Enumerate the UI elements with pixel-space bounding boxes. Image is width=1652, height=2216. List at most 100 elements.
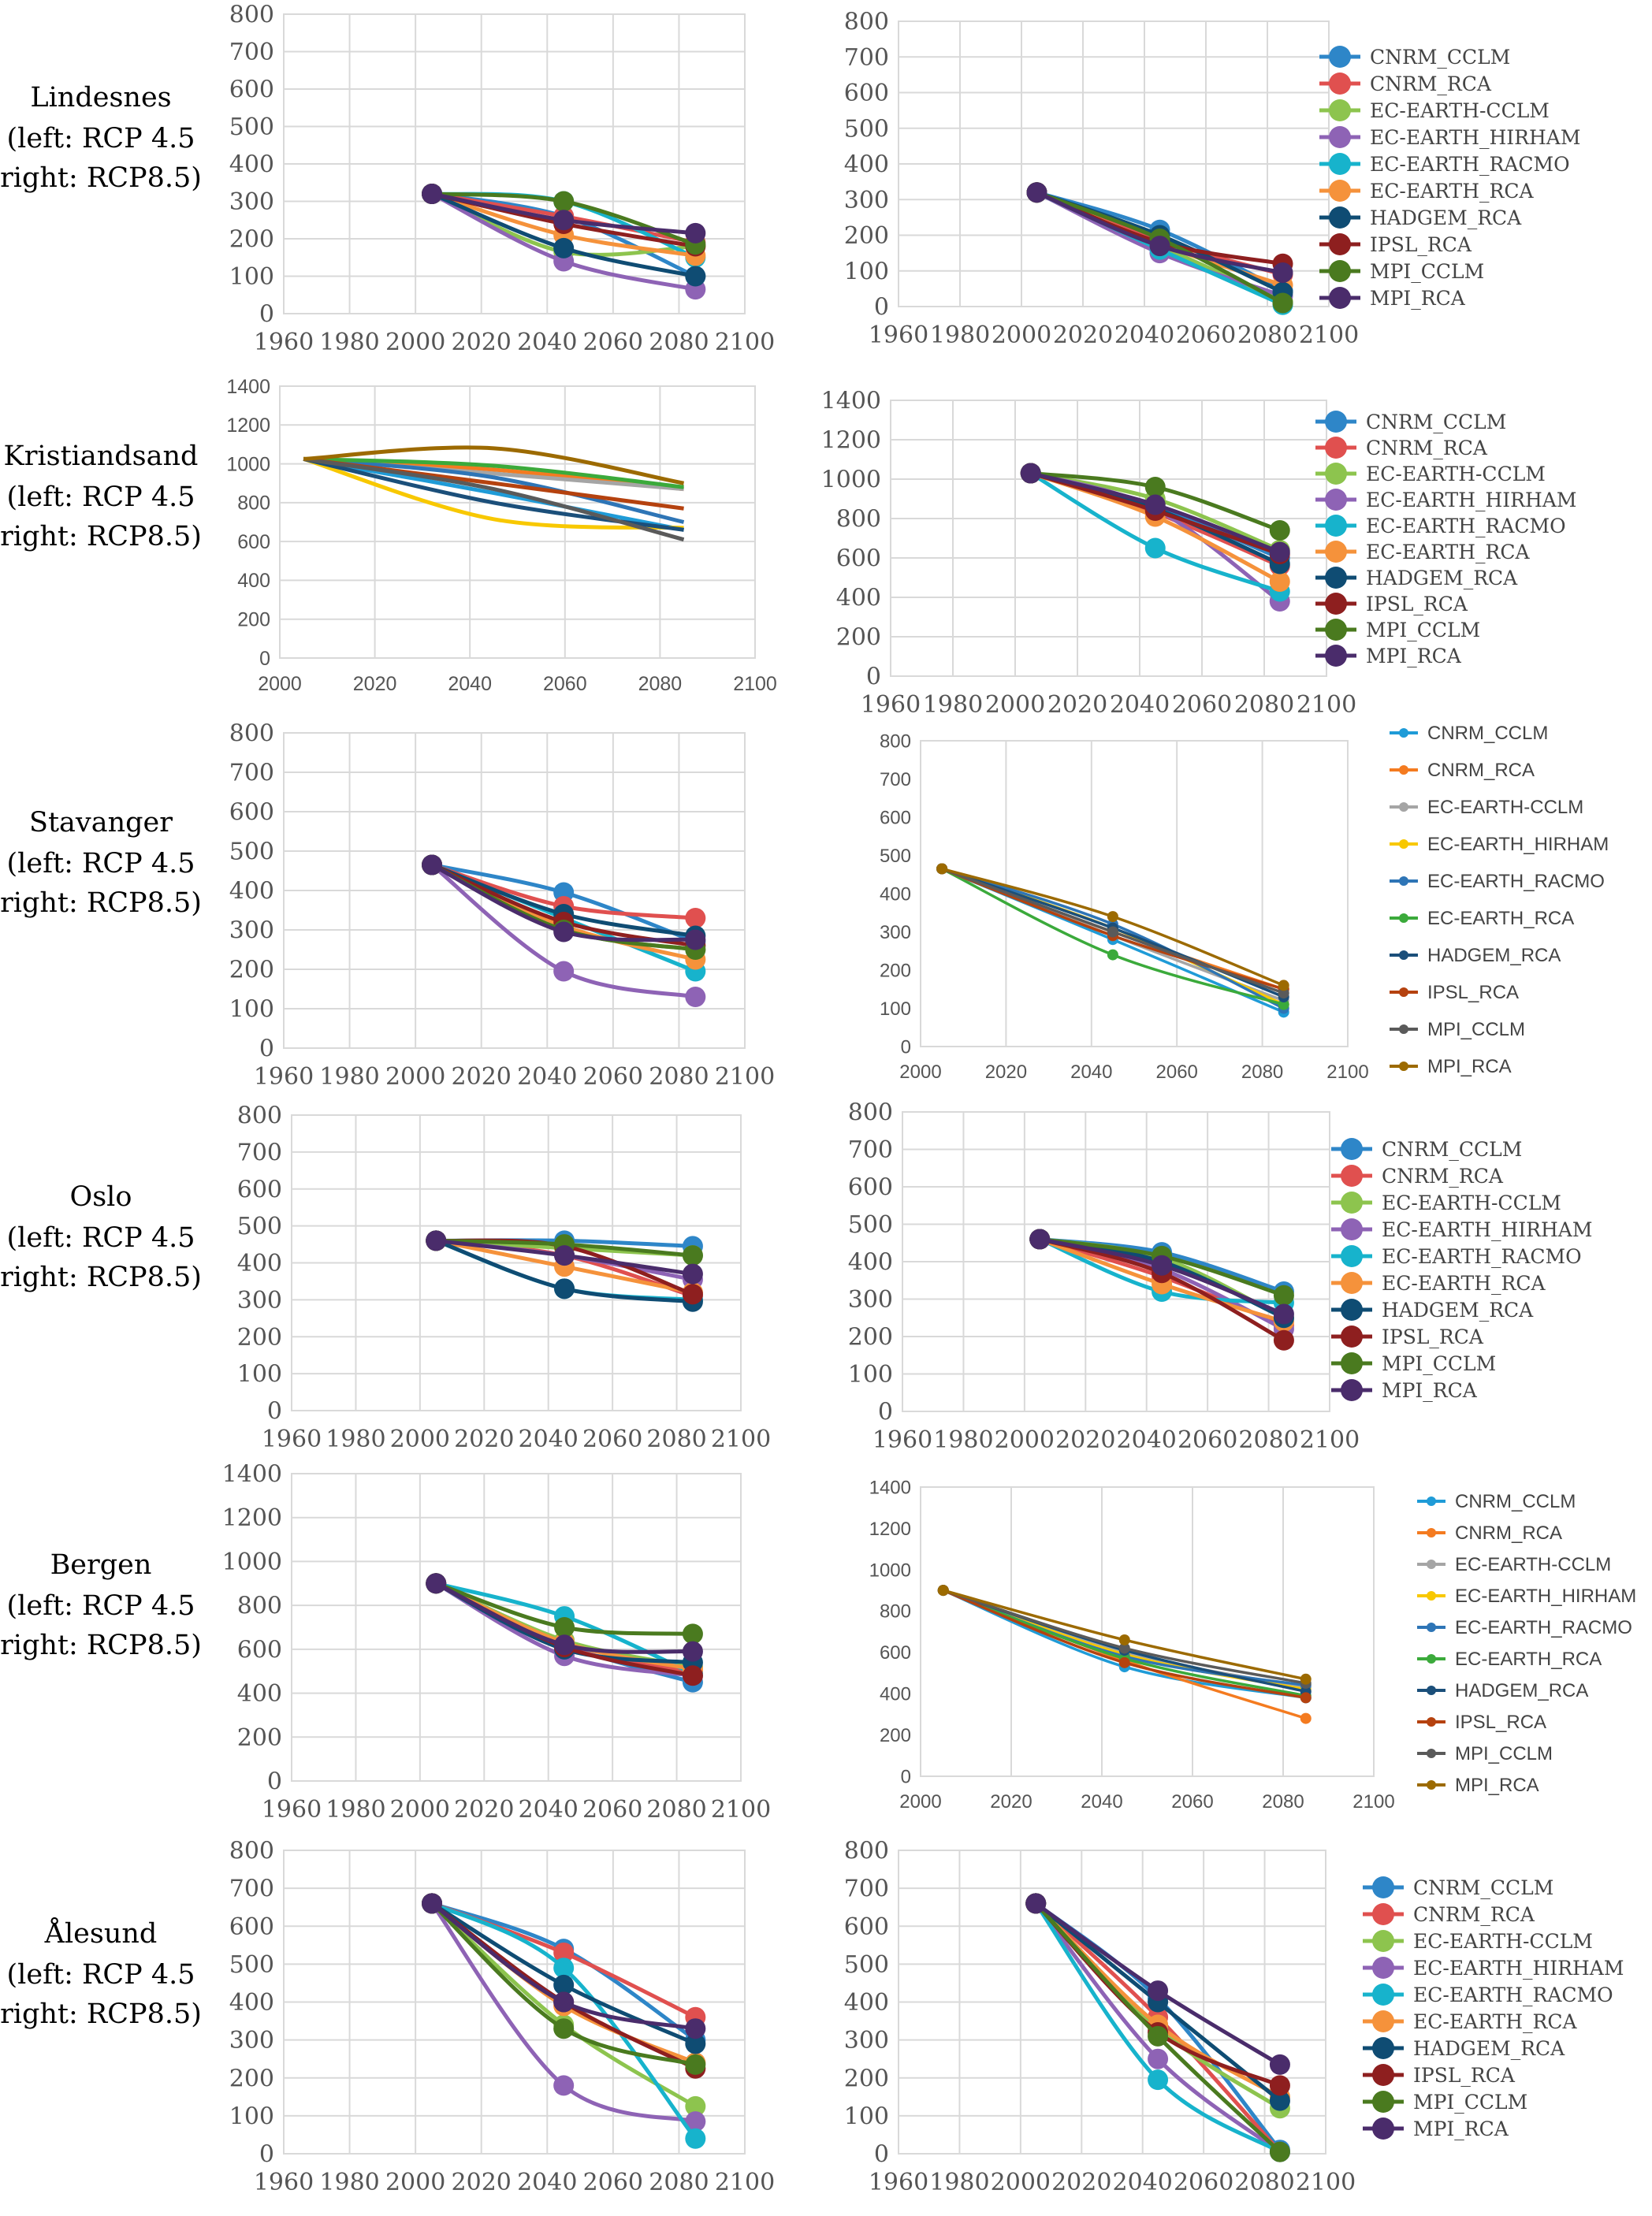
y-tick-label: 400 [880, 1684, 911, 1705]
legend-marker [1329, 260, 1351, 282]
x-tick-label: 2060 [1171, 1791, 1213, 1813]
y-tick-label: 500 [880, 846, 911, 867]
legend-item-cnrm-rca: CNRM_RCA [1390, 760, 1535, 781]
legend-label: HADGEM_RCA [1366, 567, 1518, 589]
x-tick-label: 2100 [1297, 691, 1356, 719]
legend-item-ipsl-rca: IPSL_RCA [1390, 982, 1519, 1003]
legend-label: EC-EARTH_RACMO [1413, 1984, 1613, 2006]
y-tick-label: 200 [844, 2065, 889, 2092]
plot-frame [890, 400, 1327, 677]
legend-marker [1341, 1192, 1363, 1214]
y-tick-label: 1200 [226, 415, 270, 437]
y-tick-label: 600 [880, 1642, 911, 1664]
x-tick-label: 2080 [649, 329, 709, 356]
data-point-mpi-rca-2085 [1272, 262, 1293, 284]
data-point-mpi-cclm-2045 [1118, 1642, 1130, 1654]
legend-marker [1427, 1686, 1436, 1695]
legend: CNRM_CCLM CNRM_RCA EC-EARTH-CCLM EC-EARTH_H… [1390, 723, 1609, 1077]
chart-stavanger-rcp85: 0 100 200 300 400 500 600 700 800 2000 2020 2040 206… [880, 723, 1609, 1083]
data-point-mpi-rca-2045 [1118, 1634, 1130, 1645]
y-tick-label: 400 [229, 151, 274, 179]
x-tick-label: 2000 [899, 1062, 941, 1083]
legend-label: EC-EARTH_RACMO [1366, 515, 1566, 537]
x-tick-label: 2080 [1234, 691, 1294, 719]
x-tick-label: 2100 [733, 673, 777, 695]
y-tick-label: 1200 [821, 427, 881, 455]
x-tick-label: 2080 [646, 1426, 706, 1453]
data-point-ec-earth-racmo-2085 [685, 2128, 706, 2149]
x-tick-label: 2080 [646, 1796, 706, 1824]
x-tick-label: 2080 [649, 1063, 709, 1091]
y-tick-label: 100 [844, 2103, 889, 2130]
data-point-mpi-rca-2085 [685, 2018, 706, 2039]
data-point-mpi-rca-2085 [682, 1641, 703, 1662]
legend-marker [1341, 1352, 1363, 1374]
data-point-ec-earth-hirham-2045 [553, 2075, 575, 2096]
y-tick-label: 100 [229, 263, 274, 291]
x-tick-label: 1980 [933, 1426, 993, 1454]
legend-item-hadgem-rca: HADGEM_RCA [1319, 206, 1522, 229]
x-tick-label: 1980 [923, 691, 983, 719]
legend-item-ec-earth-hirham: EC-EARTH_HIRHAM [1331, 1218, 1592, 1241]
x-tick-label: 2060 [583, 1063, 643, 1091]
y-tick-label: 1400 [226, 376, 270, 398]
y-tick-label: 700 [229, 39, 274, 66]
x-tick-label: 2060 [1172, 691, 1232, 719]
data-point-mpi-rca-2005 [422, 854, 443, 876]
row-label-kristiandsand: Kristiandsand [4, 441, 199, 472]
legend-marker [1329, 180, 1351, 202]
x-tick-label: 2060 [1174, 2169, 1233, 2196]
y-tick-label: 200 [229, 226, 274, 254]
legend-marker [1372, 1957, 1394, 1979]
x-tick-label: 2040 [1113, 2169, 1173, 2196]
data-point-mpi-rca-2085 [1273, 1303, 1294, 1325]
legend-marker [1325, 593, 1347, 615]
data-point-mpi-rca-2045 [1148, 1980, 1169, 2002]
x-tick-label: 2100 [715, 1063, 775, 1091]
y-tick-label: 300 [229, 917, 274, 945]
legend-item-cnrm-rca: CNRM_RCA [1319, 73, 1492, 95]
legend-item-ec-earth-rca: EC-EARTH_RCA [1363, 2010, 1577, 2033]
legend-marker [1329, 73, 1351, 95]
legend-marker [1427, 1497, 1436, 1506]
row-caption-scenario-right: right: RCP8.5) [0, 162, 202, 194]
x-tick-label: 2020 [353, 673, 397, 695]
x-tick-label: 2000 [992, 322, 1051, 349]
legend-label: EC-EARTH_HIRHAM [1382, 1218, 1592, 1241]
y-tick-label: 300 [848, 1286, 893, 1314]
y-tick-label: 400 [229, 1989, 274, 2017]
data-point-mpi-rca-2045 [553, 1991, 575, 2013]
legend-marker [1341, 1138, 1363, 1160]
y-tick-label: 500 [229, 1951, 274, 1979]
y-tick-label: 800 [237, 1593, 282, 1620]
y-tick-label: 400 [237, 1680, 282, 1708]
data-point-mpi-rca-2085 [1269, 2054, 1290, 2075]
legend-label: CNRM_CCLM [1370, 46, 1510, 69]
y-tick-label: 0 [901, 1766, 911, 1787]
legend-item-ipsl-rca: IPSL_RCA [1363, 2064, 1516, 2087]
y-tick-label: 500 [229, 838, 274, 866]
x-tick-label: 2040 [519, 1426, 579, 1453]
legend-label: CNRM_RCA [1370, 73, 1492, 95]
x-tick-label: 2000 [995, 1426, 1055, 1454]
legend-label: IPSL_RCA [1413, 2064, 1516, 2087]
y-tick-label: 100 [848, 1361, 893, 1389]
data-point-mpi-rca-2045 [1107, 911, 1118, 923]
legend-marker [1329, 287, 1351, 309]
y-tick-label: 0 [259, 2141, 274, 2169]
data-point-ec-earth-rca-2045 [1107, 949, 1118, 961]
legend-label: EC-EARTH_HIRHAM [1366, 489, 1576, 511]
legend-label: EC-EARTH_HIRHAM [1427, 834, 1609, 855]
legend-marker [1372, 2064, 1394, 2086]
data-point-mpi-cclm-2085 [1278, 987, 1289, 999]
data-point-mpi-rca-2045 [553, 921, 575, 943]
y-tick-label: 400 [844, 1989, 889, 2017]
legend-item-ec-earth-rca: EC-EARTH_RCA [1331, 1272, 1546, 1295]
y-tick-label: 0 [874, 2141, 889, 2169]
legend-marker [1341, 1272, 1363, 1294]
legend-marker [1372, 1930, 1394, 1952]
data-point-mpi-rca-2005 [1020, 463, 1041, 484]
x-tick-label: 1960 [861, 691, 921, 719]
legend-label: EC-EARTH_HIRHAM [1370, 126, 1580, 149]
legend-item-cnrm-cclm: CNRM_CCLM [1390, 723, 1548, 744]
